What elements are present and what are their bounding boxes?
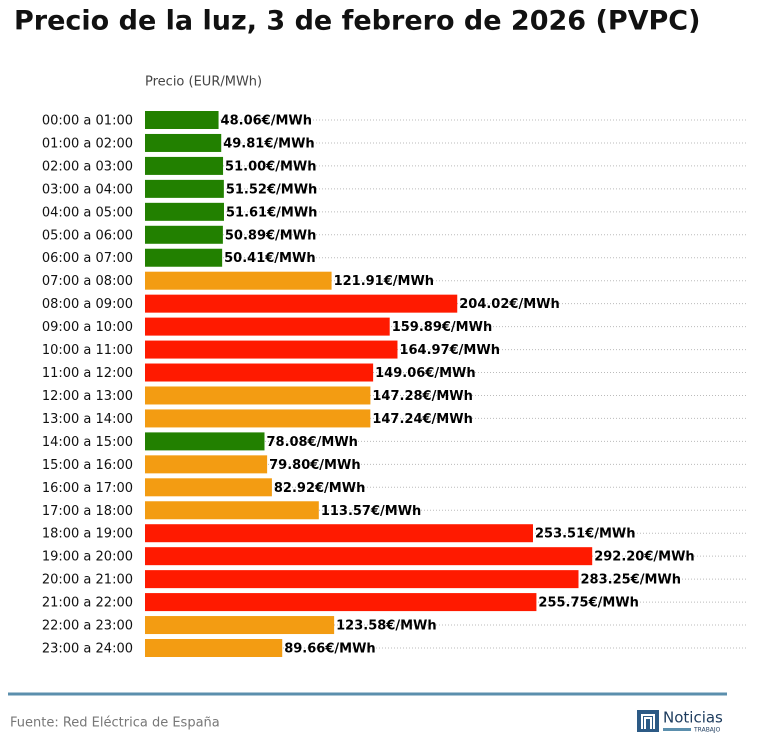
- value-label: 89.66€/MWh: [284, 642, 375, 657]
- bar: [145, 593, 537, 612]
- value-label: 48.06€/MWh: [221, 114, 312, 129]
- bar: [145, 501, 319, 520]
- bar: [145, 524, 533, 543]
- y-tick-label: 16:00 a 17:00: [42, 481, 133, 496]
- value-label: 113.57€/MWh: [321, 504, 422, 519]
- y-tick-label: 23:00 a 24:00: [42, 642, 133, 657]
- bar: [145, 455, 268, 474]
- logo-bar: [663, 728, 691, 731]
- bar: [145, 179, 224, 198]
- y-tick-label: 07:00 a 08:00: [42, 274, 133, 289]
- value-label: 164.97€/MWh: [399, 343, 500, 358]
- axis-label: Precio (EUR/MWh): [145, 75, 262, 90]
- y-tick-label: 15:00 a 16:00: [42, 458, 133, 473]
- source: Fuente: Red Eléctrica de España: [10, 716, 220, 731]
- value-label: 123.58€/MWh: [336, 619, 437, 634]
- value-label: 204.02€/MWh: [459, 297, 559, 312]
- bar: [145, 156, 224, 175]
- value-label: 51.52€/MWh: [226, 182, 317, 197]
- logo-icon: [637, 710, 659, 732]
- bar: [145, 202, 224, 221]
- bar: [145, 639, 283, 657]
- y-tick-label: 14:00 a 15:00: [42, 435, 133, 450]
- value-label: 253.51€/MWh: [535, 527, 636, 542]
- bar: [145, 111, 219, 129]
- y-tick-label: 10:00 a 11:00: [42, 343, 133, 358]
- y-tick-label: 00:00 a 01:00: [42, 114, 133, 129]
- y-tick-label: 04:00 a 05:00: [42, 205, 133, 220]
- value-label: 78.08€/MWh: [266, 435, 357, 450]
- y-tick-label: 05:00 a 06:00: [42, 228, 133, 243]
- y-tick-label: 19:00 a 20:00: [42, 550, 133, 565]
- y-tick-label: 12:00 a 13:00: [42, 389, 133, 404]
- value-label: 147.28€/MWh: [372, 389, 473, 404]
- value-label: 50.89€/MWh: [225, 228, 316, 243]
- value-label: 255.75€/MWh: [538, 596, 639, 611]
- bar: [145, 570, 579, 589]
- y-tick-label: 22:00 a 23:00: [42, 619, 133, 634]
- logo-sub: TRABAJO: [693, 727, 721, 734]
- value-label: 292.20€/MWh: [594, 550, 695, 565]
- y-tick-label: 18:00 a 19:00: [42, 527, 133, 542]
- y-tick-label: 20:00 a 21:00: [42, 573, 133, 588]
- chart-title: Precio de la luz, 3 de febrero de 2026 (…: [14, 6, 700, 37]
- bar: [145, 409, 371, 428]
- value-label: 159.89€/MWh: [392, 320, 493, 335]
- bar: [145, 317, 390, 336]
- bar: [145, 271, 332, 290]
- value-label: 149.06€/MWh: [375, 366, 476, 381]
- y-tick-label: 06:00 a 07:00: [42, 251, 133, 266]
- y-tick-label: 17:00 a 18:00: [42, 504, 133, 519]
- bar: [145, 363, 374, 382]
- y-tick-label: 21:00 a 22:00: [42, 596, 133, 611]
- bar: [145, 248, 223, 267]
- value-label: 50.41€/MWh: [224, 251, 315, 266]
- value-label: 51.00€/MWh: [225, 159, 316, 174]
- value-label: 51.61€/MWh: [226, 205, 317, 220]
- bar: [145, 386, 371, 405]
- value-label: 121.91€/MWh: [334, 274, 435, 289]
- bar: [145, 547, 593, 566]
- y-tick-label: 11:00 a 12:00: [42, 366, 133, 381]
- logo-text: Noticias: [663, 709, 723, 727]
- bar: [145, 133, 222, 152]
- y-tick-label: 08:00 a 09:00: [42, 297, 133, 312]
- logo-glyph: [641, 714, 655, 729]
- bar: [145, 478, 272, 497]
- bar: [145, 340, 398, 359]
- bar: [145, 616, 335, 635]
- value-label: 82.92€/MWh: [274, 481, 365, 496]
- y-tick-label: 13:00 a 14:00: [42, 412, 133, 427]
- bar: [145, 294, 458, 313]
- y-tick-label: 03:00 a 04:00: [42, 182, 133, 197]
- y-tick-label: 09:00 a 10:00: [42, 320, 133, 335]
- y-tick-label: 01:00 a 02:00: [42, 136, 133, 151]
- value-label: 147.24€/MWh: [372, 412, 473, 427]
- bar: [145, 225, 223, 244]
- y-tick-label: 02:00 a 03:00: [42, 159, 133, 174]
- bar: [145, 432, 265, 451]
- value-label: 283.25€/MWh: [581, 573, 682, 588]
- value-label: 79.80€/MWh: [269, 458, 360, 473]
- value-label: 49.81€/MWh: [223, 136, 314, 151]
